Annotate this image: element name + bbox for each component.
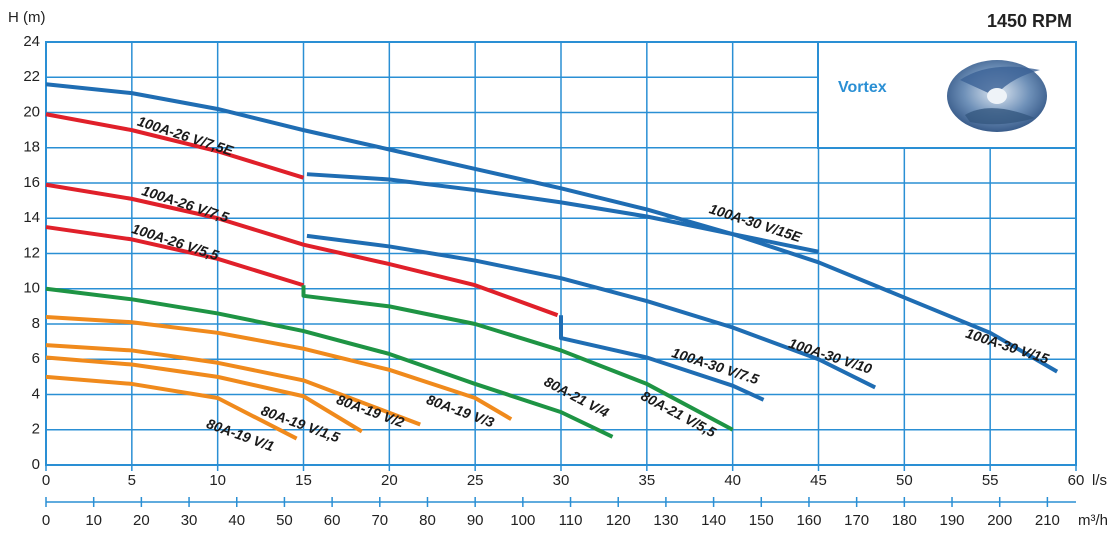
- x-tick-label: 20: [381, 472, 398, 489]
- y-tick-label: 24: [23, 33, 40, 50]
- x2-tick-label: 100: [510, 512, 535, 529]
- x2-tick-label: 30: [181, 512, 198, 529]
- x2-tick-label: 40: [228, 512, 245, 529]
- x2-tick-label: 170: [844, 512, 869, 529]
- y-tick-label: 16: [23, 174, 40, 191]
- x-tick-label: 60: [1068, 472, 1085, 489]
- curve: [307, 236, 875, 388]
- y-tick-label: 18: [23, 139, 40, 156]
- x-tick-label: 10: [209, 472, 226, 489]
- x2-tick-label: 50: [276, 512, 293, 529]
- x2-tick-label: 180: [892, 512, 917, 529]
- curve-label: 80A-21 V/4: [542, 373, 612, 420]
- y-tick-label: 8: [32, 315, 40, 332]
- x2-tick-label: 0: [42, 512, 50, 529]
- x2-tick-label: 90: [467, 512, 484, 529]
- x2-tick-label: 120: [606, 512, 631, 529]
- inset-label: Vortex: [838, 79, 887, 96]
- x-tick-label: 45: [810, 472, 827, 489]
- y-tick-label: 0: [32, 456, 40, 473]
- curve-label: 100A-30 V/10: [787, 335, 874, 377]
- curve-label: 100A-30 V/15: [964, 325, 1051, 367]
- y-axis-label: H (m): [8, 9, 46, 26]
- x-tick-label: 55: [982, 472, 999, 489]
- x2-tick-label: 140: [701, 512, 726, 529]
- y-tick-label: 14: [23, 209, 40, 226]
- chart: H (m) 1450 RPM l/s m³/h 0246810121416182…: [0, 0, 1120, 533]
- curve-label: 80A-19 V/3: [424, 391, 496, 430]
- x2-tick-label: 210: [1035, 512, 1060, 529]
- y-tick-label: 22: [23, 68, 40, 85]
- impeller-icon: [947, 60, 1047, 132]
- x2-tick-label: 60: [324, 512, 341, 529]
- curve-label: 80A-19 V/2: [334, 391, 406, 430]
- x2-axis-label: m³/h: [1078, 512, 1108, 529]
- y-tick-label: 20: [23, 103, 40, 120]
- x2-tick-label: 190: [940, 512, 965, 529]
- x2-tick-label: 20: [133, 512, 150, 529]
- x-axis-label: l/s: [1092, 472, 1107, 489]
- y-tick-label: 6: [32, 350, 40, 367]
- y-tick-label: 12: [23, 244, 40, 261]
- y-tick-label: 10: [23, 280, 40, 297]
- x2-tick-label: 70: [371, 512, 388, 529]
- x2-tick-label: 130: [653, 512, 678, 529]
- x2-tick-label: 150: [749, 512, 774, 529]
- x-tick-label: 35: [638, 472, 655, 489]
- x-tick-label: 40: [724, 472, 741, 489]
- chart-title: 1450 RPM: [987, 11, 1072, 31]
- x-tick-label: 30: [553, 472, 570, 489]
- x-tick-label: 25: [467, 472, 484, 489]
- x-tick-label: 0: [42, 472, 50, 489]
- x2-tick-label: 110: [559, 512, 583, 529]
- y-tick-label: 2: [32, 421, 40, 438]
- x2-tick-label: 80: [419, 512, 436, 529]
- x-tick-label: 15: [295, 472, 312, 489]
- x2-tick-label: 160: [796, 512, 821, 529]
- y-tick-label: 4: [32, 385, 40, 402]
- x2-tick-label: 10: [85, 512, 102, 529]
- x-tick-label: 5: [128, 472, 136, 489]
- x-tick-label: 50: [896, 472, 913, 489]
- x2-tick-label: 200: [987, 512, 1012, 529]
